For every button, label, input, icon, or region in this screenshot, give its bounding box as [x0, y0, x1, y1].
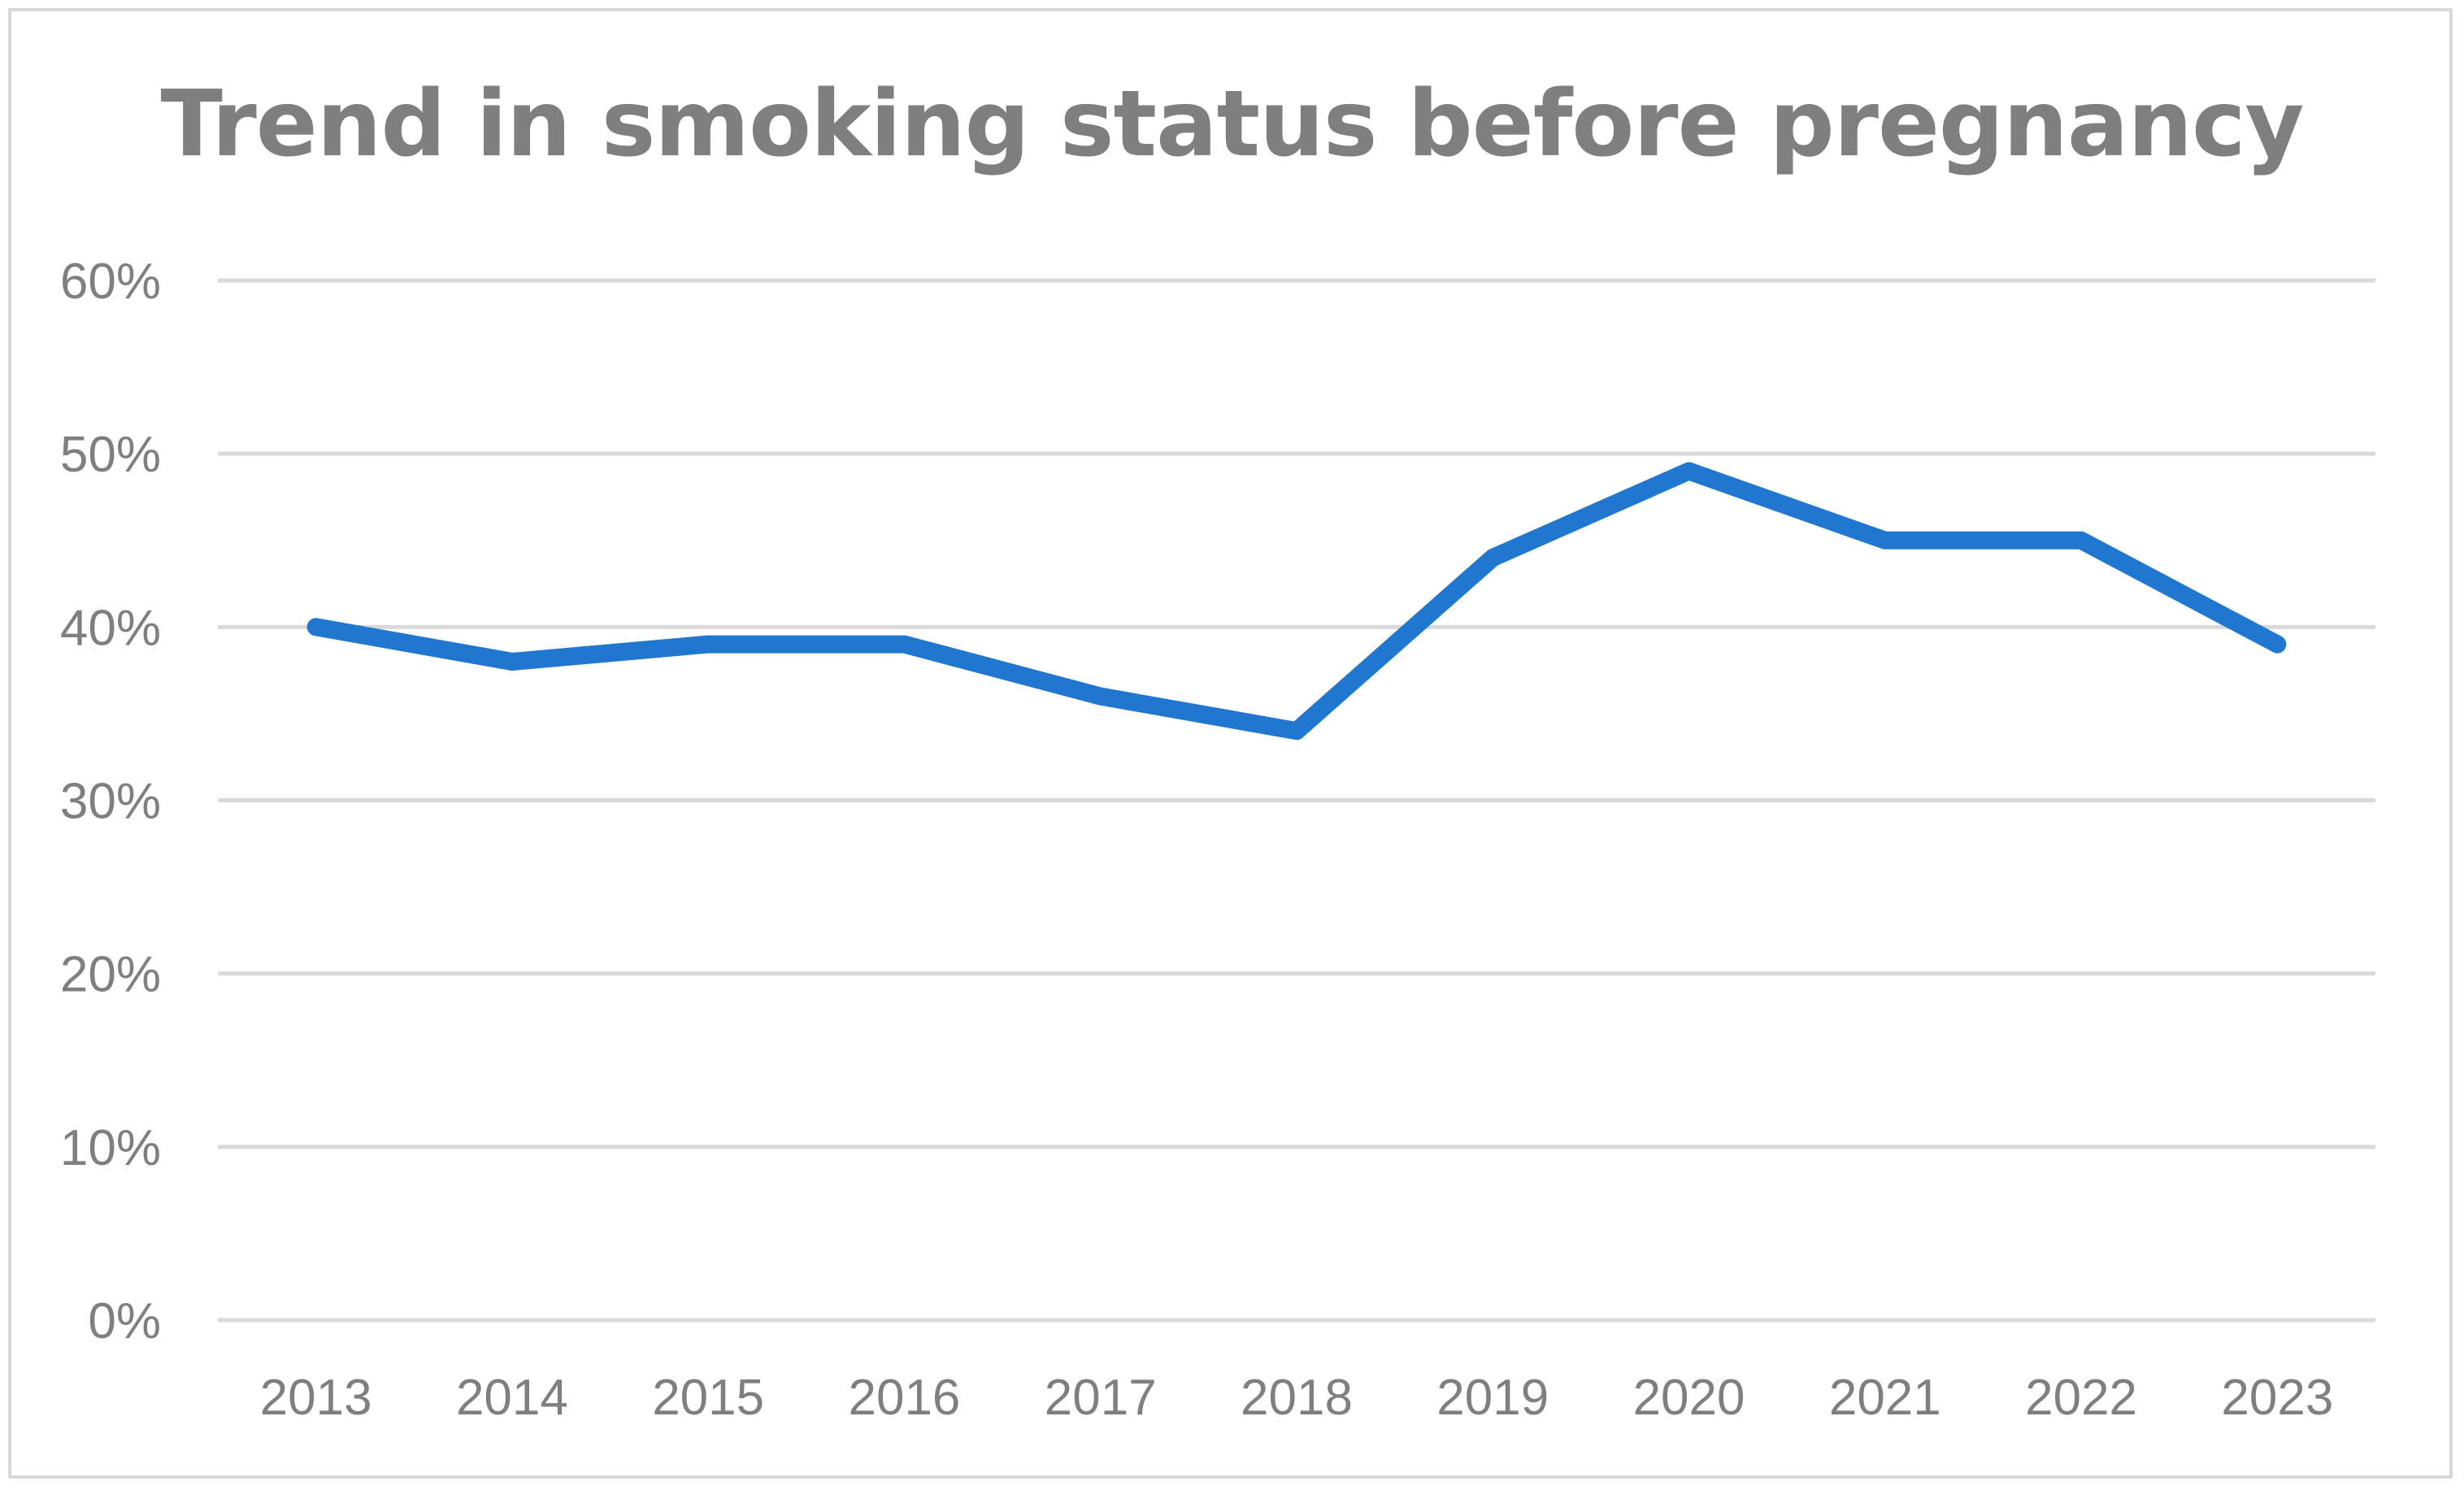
x-tick-label: 2014: [456, 1370, 568, 1426]
data-point: [1688, 470, 1690, 472]
y-tick-label: 0%: [88, 1293, 161, 1349]
data-point: [903, 643, 906, 645]
x-tick-label: 2015: [652, 1370, 764, 1426]
x-tick-label: 2018: [1241, 1370, 1353, 1426]
data-point: [315, 626, 317, 628]
y-axis-ticks: 0% 10% 20% 30% 40% 50% 60%: [60, 254, 161, 1349]
data-point: [511, 660, 513, 662]
y-tick-label: 20%: [60, 947, 161, 1003]
data-point: [707, 643, 710, 645]
x-tick-label: 2020: [1633, 1370, 1745, 1426]
data-point: [1884, 539, 1886, 541]
chart-frame: [8, 8, 2453, 1479]
x-tick-label: 2016: [848, 1370, 960, 1426]
y-tick-label: 10%: [60, 1120, 161, 1176]
y-tick-label: 30%: [60, 774, 161, 830]
y-tick-label: 40%: [60, 600, 161, 656]
x-tick-label: 2023: [2221, 1370, 2333, 1426]
chart-title: Trend in smoking status before pregnancy: [160, 72, 2304, 177]
x-tick-label: 2022: [2025, 1370, 2137, 1426]
y-tick-label: 60%: [60, 254, 161, 310]
series-line: [306, 462, 2287, 741]
x-tick-label: 2017: [1045, 1370, 1157, 1426]
data-point: [1099, 695, 1102, 697]
data-point: [1492, 557, 1494, 559]
x-tick-label: 2019: [1436, 1370, 1549, 1426]
data-point: [2276, 643, 2279, 645]
data-point: [1296, 730, 1297, 732]
x-tick-label: 2013: [260, 1370, 372, 1426]
data-point: [2080, 539, 2083, 541]
y-tick-label: 50%: [60, 427, 161, 483]
x-tick-label: 2021: [1829, 1370, 1941, 1426]
series-group: [306, 462, 2287, 741]
gridlines: [218, 278, 2375, 1323]
x-axis-ticks: 2013 2014 2015 2016 2017 2018 2019 2020 2021 2022…: [260, 1370, 2334, 1426]
